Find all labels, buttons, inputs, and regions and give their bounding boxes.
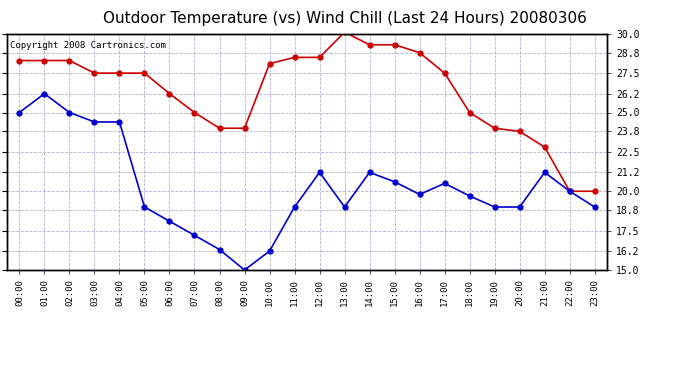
Text: Copyright 2008 Cartronics.com: Copyright 2008 Cartronics.com bbox=[10, 41, 166, 50]
Text: Outdoor Temperature (vs) Wind Chill (Last 24 Hours) 20080306: Outdoor Temperature (vs) Wind Chill (Las… bbox=[103, 11, 587, 26]
